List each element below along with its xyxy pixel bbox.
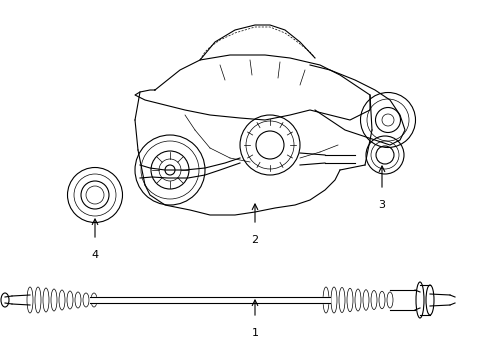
- Text: 1: 1: [251, 328, 259, 338]
- Text: 4: 4: [92, 250, 98, 260]
- Text: 2: 2: [251, 235, 259, 245]
- Text: 3: 3: [378, 200, 386, 210]
